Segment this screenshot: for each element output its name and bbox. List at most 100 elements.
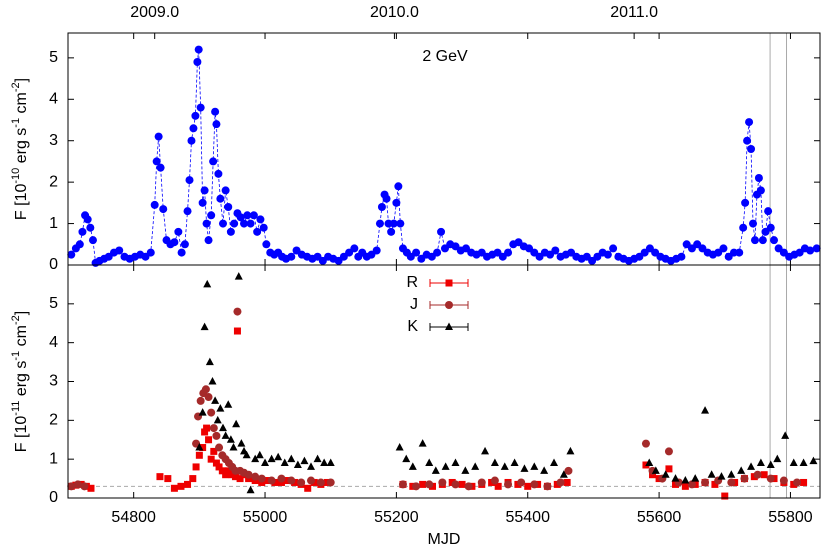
- data-point: [741, 198, 750, 207]
- data-point: [350, 244, 359, 253]
- data-point: [251, 454, 260, 463]
- data-point: [438, 478, 447, 487]
- data-point: [494, 482, 502, 490]
- data-point: [481, 446, 490, 455]
- data-point: [243, 211, 252, 220]
- data-point: [753, 470, 762, 479]
- y-axis-title-superscript: -10: [10, 168, 22, 184]
- data-point: [75, 240, 84, 249]
- data-point: [246, 485, 255, 494]
- y-axis-title-part: erg s: [13, 128, 30, 168]
- data-point: [758, 236, 767, 245]
- data-point: [408, 462, 417, 470]
- data-point: [387, 227, 396, 236]
- data-point: [747, 462, 756, 470]
- data-point: [246, 219, 255, 228]
- data-point: [150, 200, 159, 209]
- x-tick-label: 55000: [243, 509, 288, 526]
- x-tick-label: 54800: [111, 509, 156, 526]
- data-point: [204, 393, 213, 402]
- data-point: [687, 480, 696, 489]
- data-point: [433, 248, 442, 257]
- top-x-tick-label: 2011.0: [610, 4, 658, 21]
- data-point: [146, 248, 155, 257]
- data-point: [812, 244, 821, 253]
- y-tick-label: 1: [49, 450, 58, 467]
- data-point: [218, 423, 227, 432]
- data-point: [80, 482, 89, 491]
- data-point: [412, 248, 421, 257]
- legend-marker: [445, 322, 453, 330]
- data-point: [451, 458, 460, 467]
- data-point: [205, 357, 214, 366]
- data-point: [287, 454, 296, 463]
- data-point: [500, 462, 509, 470]
- data-point: [727, 470, 736, 478]
- data-point: [307, 462, 316, 470]
- data-point: [236, 475, 244, 483]
- data-point: [262, 240, 271, 249]
- data-point: [177, 482, 185, 490]
- data-point: [215, 443, 224, 452]
- data-point: [287, 252, 296, 261]
- data-point: [563, 478, 571, 486]
- y-axis-title-part: erg s: [13, 361, 30, 401]
- y-axis-title-part: cm: [13, 92, 30, 118]
- data-point: [274, 452, 283, 461]
- data-point: [701, 478, 710, 487]
- data-point: [377, 203, 386, 211]
- data-point: [737, 466, 746, 474]
- data-point: [719, 244, 728, 253]
- data-point: [530, 480, 539, 489]
- data-point: [313, 454, 322, 463]
- data-point: [754, 174, 763, 182]
- data-point: [156, 473, 164, 481]
- data-point: [185, 176, 194, 185]
- data-point: [464, 482, 473, 491]
- data-point: [196, 396, 205, 405]
- data-point: [67, 482, 76, 491]
- data-point: [212, 431, 221, 440]
- data-point: [504, 480, 513, 489]
- data-point: [756, 458, 765, 467]
- data-point: [211, 396, 220, 404]
- data-point: [198, 408, 207, 416]
- data-point: [194, 45, 203, 54]
- data-point: [200, 186, 209, 195]
- data-point: [177, 248, 186, 257]
- data-point: [540, 466, 549, 474]
- data-point: [225, 467, 233, 475]
- data-point: [717, 472, 726, 480]
- data-point: [207, 211, 216, 220]
- data-point: [180, 240, 189, 249]
- data-point: [87, 484, 95, 492]
- data-point: [297, 478, 306, 487]
- data-point: [750, 236, 759, 245]
- data-point: [255, 450, 264, 459]
- data-point: [221, 431, 230, 439]
- data-point: [392, 198, 401, 207]
- data-point: [88, 236, 97, 245]
- data-point: [773, 454, 782, 463]
- data-point: [677, 252, 686, 261]
- data-point: [164, 475, 172, 483]
- y-tick-label: 5: [49, 49, 58, 66]
- data-point: [739, 223, 748, 232]
- y-axis-title-part: cm: [13, 325, 30, 351]
- data-point: [196, 103, 205, 112]
- data-point: [326, 478, 335, 487]
- data-point: [681, 482, 689, 490]
- x-tick-label: 55200: [374, 509, 419, 526]
- y-axis-title-part: ]: [13, 78, 30, 82]
- data-point: [237, 439, 246, 447]
- y-tick-label: 3: [49, 373, 58, 390]
- data-point: [259, 223, 268, 232]
- data-point: [490, 476, 499, 485]
- data-point: [253, 227, 262, 236]
- data-point: [645, 458, 654, 467]
- data-point: [316, 478, 325, 487]
- y-tick-label: 2: [49, 412, 58, 429]
- y-tick-label: 4: [49, 334, 58, 351]
- data-point: [665, 465, 673, 473]
- data-point: [224, 400, 233, 408]
